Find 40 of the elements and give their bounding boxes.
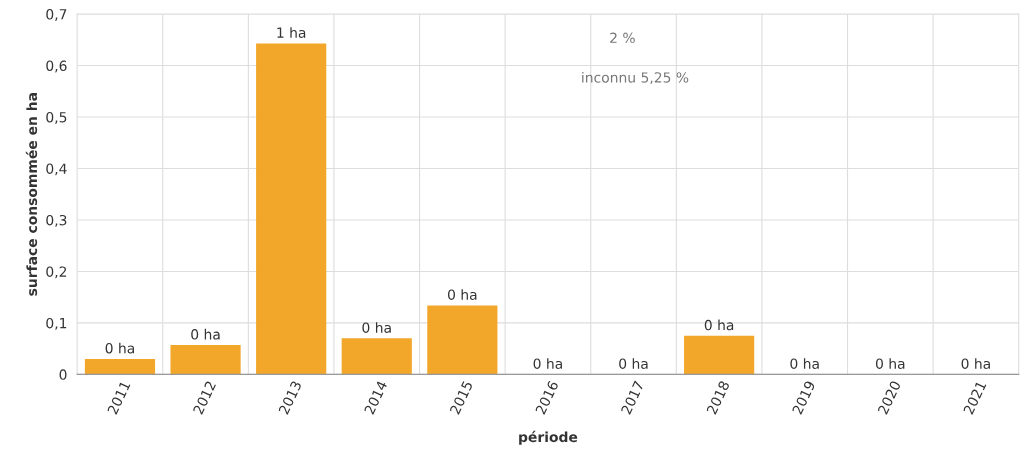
x-tick-label: 2018 bbox=[706, 380, 730, 415]
x-tick-label: 2021 bbox=[963, 380, 987, 415]
x-tick-label: 2020 bbox=[877, 380, 902, 415]
bar bbox=[427, 305, 498, 375]
x-tick-label: 2011 bbox=[107, 380, 131, 415]
x-tick-label: 2013 bbox=[278, 380, 302, 415]
data-label: 0 ha bbox=[191, 328, 220, 340]
y-tick-label: 0,3 bbox=[46, 214, 67, 227]
data-label: 0 ha bbox=[875, 358, 905, 369]
y-axis-title: surface consommée en ha bbox=[25, 93, 38, 296]
data-label: 0 ha bbox=[447, 289, 477, 300]
x-tick-label: 2012 bbox=[192, 380, 217, 415]
x-tick-label: 2019 bbox=[791, 380, 816, 415]
x-tick-label: 2015 bbox=[449, 380, 473, 415]
y-tick-label: 0,1 bbox=[46, 317, 67, 330]
bar bbox=[256, 43, 327, 375]
x-tick-label: 2014 bbox=[363, 380, 388, 415]
data-label: 0 ha bbox=[533, 358, 562, 369]
data-label: 0 ha bbox=[790, 358, 819, 369]
x-tick-label: 2016 bbox=[535, 380, 559, 415]
y-tick-label: 0,4 bbox=[46, 163, 67, 176]
bar bbox=[684, 335, 755, 375]
bar bbox=[170, 345, 241, 375]
data-label: 0 ha bbox=[619, 358, 648, 369]
annotation: 2 % bbox=[610, 32, 635, 44]
data-label: 0 ha bbox=[961, 358, 990, 369]
bar bbox=[341, 338, 412, 375]
bar bbox=[84, 358, 156, 375]
y-tick-label: 0,7 bbox=[46, 9, 67, 21]
y-tick-label: 0,6 bbox=[46, 60, 67, 73]
y-tick-label: 0 bbox=[59, 369, 67, 380]
data-label: 1 ha bbox=[277, 27, 306, 38]
annotation: inconnu 5,25 % bbox=[582, 71, 689, 85]
x-axis-title: période bbox=[519, 430, 578, 445]
y-tick-label: 0,5 bbox=[46, 111, 67, 124]
data-label: 0 ha bbox=[105, 342, 134, 354]
data-label: 0 ha bbox=[362, 322, 391, 333]
data-label: 0 ha bbox=[704, 319, 734, 331]
x-tick-label: 2017 bbox=[620, 380, 645, 415]
y-tick-label: 0,2 bbox=[46, 266, 67, 279]
